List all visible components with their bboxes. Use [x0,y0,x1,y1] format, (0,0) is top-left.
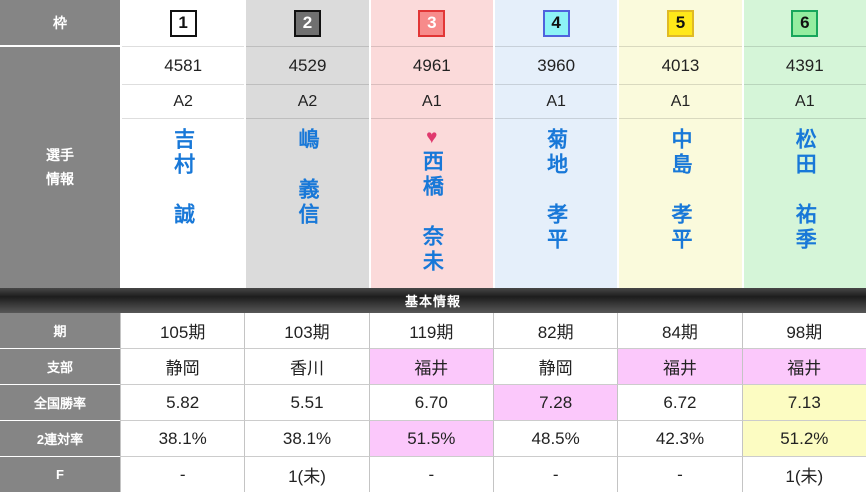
row-branch-header: 支部 [0,349,120,385]
quinella-rate-value-1: 38.1% [120,421,245,457]
frame-number-badge-4: 4 [542,9,570,37]
national-winrate-value-1: 5.82 [120,385,245,421]
registration-number-2: 4529 [246,47,369,85]
frame-number-badge-6: 6 [791,9,819,37]
quinella-rate-value-5: 42.3% [617,421,742,457]
row-term-header: 期 [0,313,120,349]
national-winrate-value-5: 6.72 [617,385,742,421]
player-column-2: 2 4529 A2 嶋 義信 [244,0,369,288]
player-column-6: 6 4391 A1 松田 祐季 [741,0,866,288]
racer-class-2: A2 [246,85,369,119]
player-column-4: 4 3960 A1 菊地 孝平 [492,0,618,288]
frame-number-badge-1: 1 [169,9,197,37]
national-winrate-value-6: 7.13 [741,385,866,421]
national-winrate-value-2: 5.51 [244,385,369,421]
flying-value-4: - [492,457,618,492]
quinella-rate-value-3: 51.5% [368,421,493,457]
name-cell-3: ♥ 西橋 奈未 [371,119,493,288]
player-column-1: 1 4581 A2 吉村 誠 [120,0,245,288]
row-quinella-rate: 2連対率 38.1% 38.1% 51.5% 48.5% 42.3% 51.2% [0,421,866,457]
row-quinella-rate-header: 2連対率 [0,421,120,457]
term-value-4: 82期 [492,313,618,349]
frame-cell-6: 6 [743,0,866,47]
player-info-section: 枠 選手 情報 1 4581 A2 吉村 誠 2 4529 A2 嶋 義信 [0,0,866,288]
flying-value-5: - [617,457,742,492]
basic-info-section: 期 105期 103期 119期 82期 84期 98期 支部 静岡 香川 福井… [0,313,866,492]
heart-icon: ♥ [426,127,438,148]
racer-class-5: A1 [619,85,742,119]
frame-cell-3: 3 [370,0,493,47]
frame-number-badge-2: 2 [293,9,321,37]
frame-cell-4: 4 [494,0,618,47]
racer-name-5[interactable]: 中島 孝平 [668,128,692,253]
player-info-header: 選手 情報 [0,47,120,288]
racer-name-2[interactable]: 嶋 義信 [295,128,319,228]
row-national-winrate-header: 全国勝率 [0,385,120,421]
row-national-winrate: 全国勝率 5.82 5.51 6.70 7.28 6.72 7.13 [0,385,866,421]
branch-value-2: 香川 [244,349,369,385]
branch-value-4: 静岡 [492,349,618,385]
name-cell-4: 菊地 孝平 [495,119,617,288]
name-cell-5: 中島 孝平 [619,119,741,288]
frame-cell-1: 1 [122,0,245,47]
name-cell-2: 嶋 義信 [246,119,368,288]
registration-number-3: 4961 [370,47,493,85]
flying-value-2: 1(未) [244,457,369,492]
branch-value-3: 福井 [368,349,493,385]
frame-cell-2: 2 [246,0,369,47]
quinella-rate-value-4: 48.5% [492,421,618,457]
player-info-header-line1: 選手 [46,146,74,163]
racer-name-3[interactable]: 西橋 奈未 [420,150,444,275]
row-flying: F - 1(未) - - - 1(未) [0,457,866,492]
registration-number-6: 4391 [743,47,866,85]
racer-class-1: A2 [122,85,245,119]
quinella-rate-value-6: 51.2% [741,421,866,457]
flying-value-1: - [120,457,245,492]
frame-row-header: 枠 [0,0,120,47]
registration-number-4: 3960 [494,47,618,85]
branch-value-1: 静岡 [120,349,245,385]
racer-class-3: A1 [370,85,493,119]
term-value-6: 98期 [741,313,866,349]
basic-info-section-header: 基本情報 [0,288,866,313]
row-flying-header: F [0,457,120,492]
racer-name-1[interactable]: 吉村 誠 [171,128,195,228]
branch-value-5: 福井 [617,349,742,385]
registration-number-5: 4013 [619,47,742,85]
term-value-2: 103期 [244,313,369,349]
racer-name-4[interactable]: 菊地 孝平 [544,128,568,253]
name-cell-6: 松田 祐季 [744,119,866,288]
racer-class-4: A1 [494,85,618,119]
term-value-3: 119期 [368,313,493,349]
quinella-rate-value-2: 38.1% [244,421,369,457]
frame-cell-5: 5 [619,0,742,47]
registration-number-1: 4581 [122,47,245,85]
row-term: 期 105期 103期 119期 82期 84期 98期 [0,313,866,349]
term-value-5: 84期 [617,313,742,349]
racer-name-6[interactable]: 松田 祐季 [793,128,817,253]
branch-value-6: 福井 [741,349,866,385]
flying-value-6: 1(未) [741,457,866,492]
player-column-5: 5 4013 A1 中島 孝平 [617,0,742,288]
name-cell-1: 吉村 誠 [122,119,244,288]
player-column-3: 3 4961 A1 ♥ 西橋 奈未 [368,0,493,288]
national-winrate-value-4: 7.28 [492,385,618,421]
flying-value-3: - [368,457,493,492]
frame-number-badge-5: 5 [666,9,694,37]
racer-class-6: A1 [743,85,866,119]
row-branch: 支部 静岡 香川 福井 静岡 福井 福井 [0,349,866,385]
player-info-header-line2: 情報 [46,170,74,187]
national-winrate-value-3: 6.70 [368,385,493,421]
side-header-column: 枠 選手 情報 [0,0,120,288]
term-value-1: 105期 [120,313,245,349]
frame-number-badge-3: 3 [418,9,446,37]
